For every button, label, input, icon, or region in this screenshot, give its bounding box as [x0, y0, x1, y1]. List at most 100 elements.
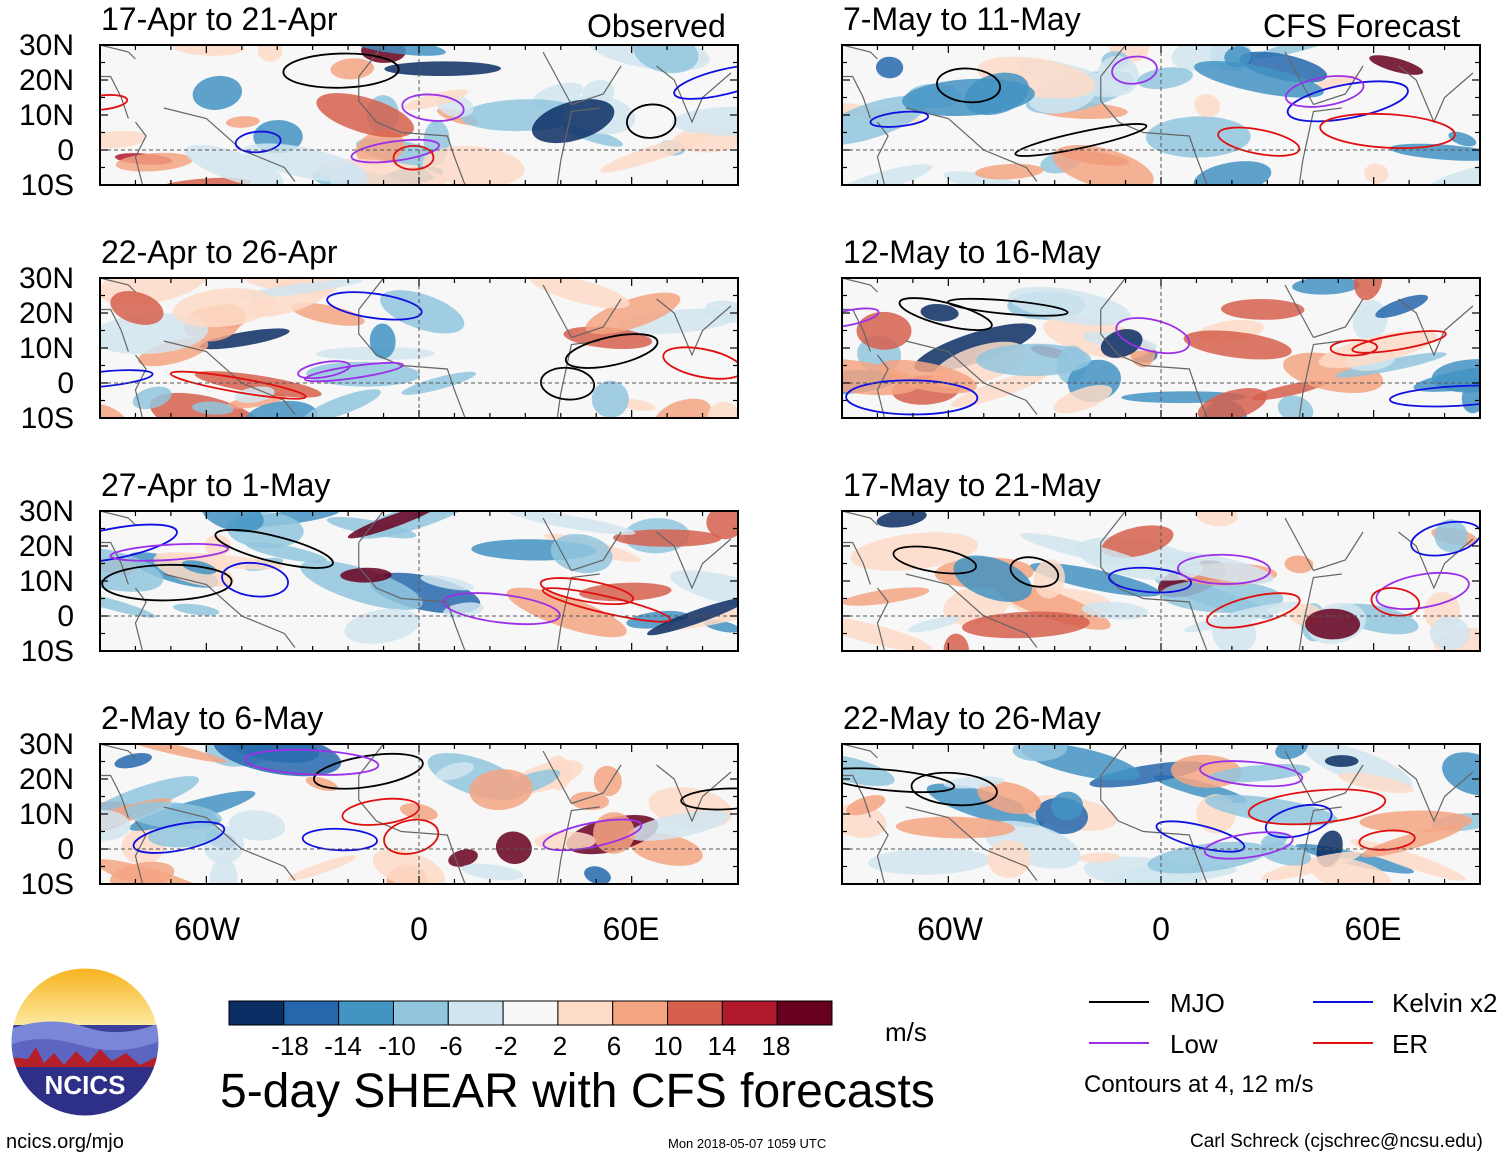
panel-title: 12-May to 16-May	[843, 234, 1101, 270]
shear-anomaly-patch	[585, 292, 681, 335]
site-link[interactable]: ncics.org/mjo	[6, 1131, 124, 1153]
shear-anomaly-patch	[316, 93, 414, 138]
colorbar-label: 10	[653, 1031, 683, 1061]
contour-er	[1351, 330, 1447, 354]
contour-low	[1203, 831, 1294, 860]
colorbar-units: m/s	[885, 1017, 927, 1047]
shear-anomaly-patch	[350, 45, 446, 56]
shear-anomaly-patch	[593, 765, 622, 797]
shear-anomaly-patch	[173, 603, 220, 616]
shear-anomaly-patch	[850, 532, 979, 571]
shear-anomaly-patch	[633, 45, 699, 74]
colorbar-label: 14	[707, 1031, 737, 1061]
y-tick-label: 30N	[18, 495, 74, 528]
panel-title: 17-Apr to 21-Apr	[101, 1, 338, 37]
shear-anomaly-patch	[1335, 352, 1447, 378]
contour-er	[1358, 829, 1416, 851]
shear-anomaly-patch	[1197, 387, 1268, 418]
shear-anomaly-patch	[1183, 330, 1292, 360]
y-tick-label: 10N	[18, 332, 74, 365]
shear-anomaly-patch	[384, 61, 502, 77]
contour-er	[1370, 587, 1421, 617]
shear-anomaly-patch	[1277, 395, 1314, 418]
shear-anomaly-patch	[1101, 525, 1174, 558]
shear-anomaly-patch	[172, 288, 275, 328]
contour-mjo	[892, 545, 977, 575]
contour-low	[442, 592, 561, 626]
contour-mjo	[540, 366, 596, 401]
shear-anomaly-patch	[100, 130, 147, 149]
x-tick-label: 60W	[174, 911, 240, 947]
shear-anomaly-patch	[1324, 755, 1359, 767]
colorbar-label: -2	[494, 1031, 518, 1061]
shear-anomaly-patch	[404, 89, 469, 110]
shear-anomaly-patch	[1033, 559, 1066, 599]
shear-anomaly-patch	[372, 848, 446, 884]
shear-anomaly-patch	[612, 529, 722, 547]
logo-text: NCICS	[45, 1070, 126, 1100]
colorbar-label: 18	[761, 1031, 791, 1061]
shear-anomaly-patch	[1207, 764, 1311, 783]
y-tick-label: 0	[57, 833, 74, 866]
contour-low	[1177, 553, 1271, 585]
legend-label-mjo: MJO	[1170, 988, 1225, 1018]
map-panel	[100, 45, 738, 185]
contour-mjo	[936, 67, 1002, 104]
contour-low	[542, 818, 643, 852]
contour-er	[1319, 112, 1456, 150]
colorbar-swatch	[557, 1000, 614, 1026]
shear-anomaly-patch	[442, 602, 484, 618]
shear-anomaly-patch	[495, 831, 532, 865]
shear-anomaly-patch	[570, 791, 610, 811]
contour-mjo	[1014, 123, 1148, 157]
colorbar-swatch	[776, 1000, 833, 1026]
y-tick-label: 10N	[18, 565, 74, 598]
legend-label-er: ER	[1392, 1029, 1429, 1059]
x-tick-label: 60E	[1344, 911, 1402, 947]
shear-anomaly-patch	[943, 171, 1036, 185]
shear-anomaly-patch	[1053, 384, 1113, 414]
shear-anomaly-patch	[201, 511, 264, 533]
observed-label: Observed	[587, 8, 726, 44]
contour-mjo	[101, 563, 233, 602]
contour-kelvin-x2	[221, 561, 289, 598]
y-tick-label: 30N	[18, 262, 74, 295]
shear-anomaly-patch	[600, 133, 710, 173]
shear-anomaly-patch	[347, 511, 439, 539]
contour-low	[842, 307, 880, 328]
colorbar-label: -6	[439, 1031, 463, 1061]
contour-mjo	[626, 103, 677, 139]
map-panel	[842, 45, 1480, 185]
shear-anomaly-patch	[1145, 116, 1251, 158]
legend-line-kelvin	[1313, 1001, 1373, 1003]
shear-anomaly-patch	[1051, 791, 1084, 821]
panel-title: 27-Apr to 1-May	[101, 467, 331, 503]
shear-anomaly-patch	[902, 78, 1035, 117]
contour-er	[1217, 126, 1301, 157]
shear-anomaly-patch	[591, 380, 629, 418]
panel-title: 22-Apr to 26-Apr	[101, 234, 338, 270]
shear-anomaly-patch	[1421, 161, 1480, 185]
y-tick-label: 0	[57, 600, 74, 633]
contour-low	[401, 93, 465, 122]
shear-anomaly-patch	[1375, 294, 1429, 318]
shear-anomaly-patch	[111, 744, 227, 763]
contour-mjo	[898, 297, 993, 331]
shear-anomaly-patch	[895, 816, 1016, 839]
contour-kelvin-x2	[673, 64, 738, 100]
shear-anomaly-patch	[926, 783, 1046, 828]
shear-anomaly-patch	[100, 403, 126, 418]
shear-anomaly-patch	[875, 56, 904, 79]
y-tick-label: 20N	[18, 763, 74, 796]
contour-er	[169, 370, 307, 400]
panel-title: 2-May to 6-May	[101, 700, 324, 736]
colorbar-label: 2	[552, 1031, 568, 1061]
shear-anomaly-patch	[1194, 94, 1221, 118]
shear-anomaly-patch	[1212, 613, 1257, 651]
shear-anomaly-patch	[225, 116, 260, 128]
shear-anomaly-patch	[1292, 278, 1360, 295]
colorbar-swatch	[338, 1000, 394, 1026]
colorbar-swatch	[283, 1000, 340, 1026]
shear-anomaly-patch	[287, 855, 357, 881]
shear-anomaly-patch	[1413, 363, 1480, 392]
